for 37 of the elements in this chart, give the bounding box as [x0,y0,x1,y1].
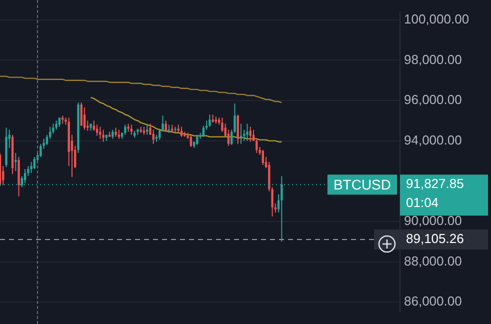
candlestick [83,107,86,130]
candlestick [99,126,102,140]
candlestick [262,149,264,166]
candlestick [33,156,36,170]
y-tick-label: 88,000.00 [404,253,462,268]
candlestick [124,124,126,136]
candlestick [249,126,252,142]
text: BTCUSD [333,176,392,192]
candlestick [236,114,239,144]
y-tick-label: 94,000.00 [404,132,462,148]
candlestick [112,129,114,140]
candlestick [196,134,198,146]
candlestick [152,129,154,144]
candlestick [102,129,104,142]
ref-line-label: 91,827.85 [406,176,464,192]
y-tick-label: 96,000.00 [404,92,462,108]
candlestick [208,114,211,128]
candlestick [190,134,192,148]
y-tick-label: 86,000.00 [404,294,462,309]
candlestick [40,143,42,158]
candlestick [55,120,58,130]
candlestick [130,124,133,136]
candlestick [96,124,98,136]
ref-line-label: 89,105.26 [406,231,464,246]
y-tick-label: 100,000.00 [404,11,470,26]
candlestick [246,123,248,142]
candlestick [114,127,117,138]
candlestick [180,126,183,138]
candlestick [256,138,258,154]
candlestick [58,117,61,128]
candlestick [164,120,167,132]
text: 01:04 [406,195,439,210]
y-tick-label: 98,000.00 [404,52,462,67]
candlestick [146,124,148,136]
candlestick [174,126,176,134]
y-tick-label: 90,000.00 [404,213,462,228]
candlestick [80,102,82,126]
